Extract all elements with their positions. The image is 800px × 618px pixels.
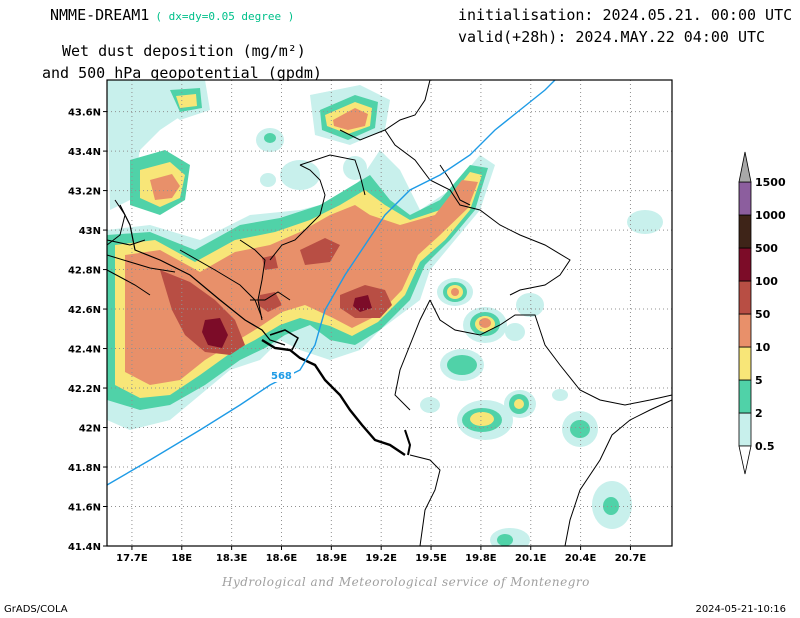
legend-swatch (738, 379, 752, 414)
valid-time: valid(+28h): 2024.MAY.22 04:00 UTC (458, 28, 766, 46)
legend-swatch (738, 214, 752, 249)
deposition-field (107, 80, 663, 546)
lat-tick-label: 41.6N (68, 503, 101, 514)
lon-tick-label: 19.2E (365, 553, 397, 564)
map-figure: 568 17.7E 18E 18.3E 18.6E 18.9E 19.2E 19.5E 19.… (68, 79, 786, 564)
legend-level-label: 0.5 (755, 440, 775, 453)
lon-tick-label: 19.8E (465, 553, 497, 564)
product-title-line2: and 500 hPa geopotential (gpdm) (42, 64, 322, 82)
lon-tick-label: 18E (171, 553, 192, 564)
legend-level-label: 50 (755, 308, 771, 321)
lon-tick-label: 18.6E (266, 553, 298, 564)
legend-swatch (738, 346, 752, 381)
legend-level-label: 1500 (755, 176, 786, 189)
level-100-area (202, 295, 372, 348)
model-name: NMME-DREAM1 (50, 6, 150, 24)
lat-tick-label: 43.4N (68, 147, 101, 158)
geopotential-contour: 568 (106, 79, 556, 486)
lon-tick-label: 18.9E (316, 553, 348, 564)
lon-tick-label: 20.4E (565, 553, 597, 564)
lat-tick-label: 43.2N (68, 187, 101, 198)
legend-arrow-high (738, 151, 752, 183)
lon-tick-label: 17.7E (116, 553, 148, 564)
lat-tick-label: 42N (79, 424, 101, 435)
lat-tick-label: 41.4N (68, 542, 101, 553)
lon-tick-label: 18.3E (216, 553, 248, 564)
plot-frame (106, 79, 673, 547)
legend-swatch (738, 181, 752, 216)
contour-label: 568 (271, 371, 292, 382)
lat-tick-label: 42.2N (68, 384, 101, 395)
lat-tick-label: 43.6N (68, 108, 101, 119)
legend-level-label: 100 (755, 275, 778, 288)
lon-tick-label: 20.7E (615, 553, 647, 564)
legend-swatch (738, 280, 752, 315)
legend-swatch (738, 313, 752, 348)
software-label: GrADS/COLA (4, 604, 68, 615)
legend-arrow-low (738, 445, 752, 475)
model-resolution: ( dx=dy=0.05 degree ) (155, 10, 295, 23)
lat-tick-label: 42.4N (68, 345, 101, 356)
lat-tick-label: 43N (79, 226, 101, 237)
legend-level-label: 500 (755, 242, 778, 255)
product-title-line1: Wet dust deposition (mg/m²) (62, 42, 306, 60)
legend-swatch (738, 247, 752, 282)
lon-tick-label: 19.5E (415, 553, 447, 564)
deposition-legend: 0.5 2 5 10 50 100 500 1000 1500 (738, 151, 786, 475)
timestamp-label: 2024-05-21-10:16 (695, 604, 786, 615)
borders (106, 79, 673, 547)
lon-tick-label: 20.1E (515, 553, 547, 564)
lat-tick-label: 42.8N (68, 266, 101, 277)
initialisation-time: initialisation: 2024.05.21. 00:00 UTC (458, 6, 793, 24)
credit-text: Hydrological and Meteorological service … (222, 575, 590, 589)
latitude-axis: 43.6N 43.4N 43.2N 43N 42.8N 42.6N 42.4N 42.2N 42… (68, 108, 107, 553)
legend-swatch (738, 412, 752, 447)
legend-level-label: 5 (755, 374, 763, 387)
lat-tick-label: 42.6N (68, 305, 101, 316)
longitude-axis: 17.7E 18E 18.3E 18.6E 18.9E 19.2E 19.5E 19.8E 20… (116, 546, 646, 564)
legend-level-label: 1000 (755, 209, 786, 222)
legend-level-label: 10 (755, 341, 771, 354)
lat-tick-label: 41.8N (68, 463, 101, 474)
model-title: NMME-DREAM1 ( dx=dy=0.05 degree ) (50, 6, 294, 24)
legend-level-label: 2 (755, 407, 763, 420)
map-grid (107, 80, 672, 546)
